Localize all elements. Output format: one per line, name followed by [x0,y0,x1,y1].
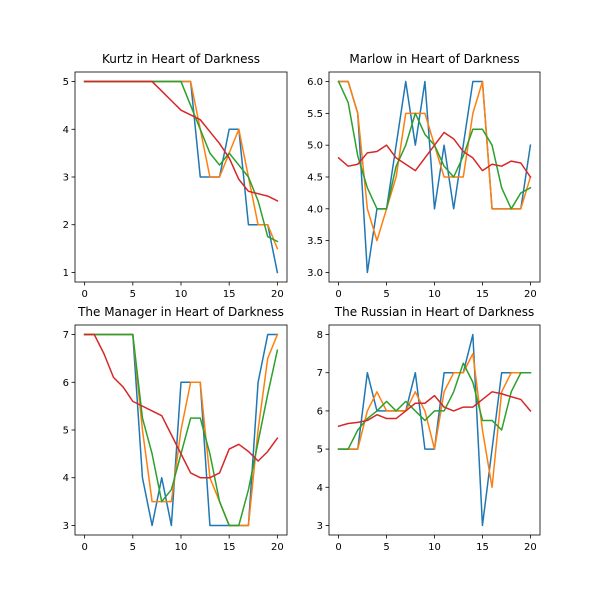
x-tick-label: 5 [130,542,136,553]
y-tick-label: 7 [63,330,69,341]
x-tick-label: 5 [383,289,389,300]
x-tick-label: 15 [223,542,236,553]
x-tick-label: 20 [271,542,284,553]
subplot-title: The Russian in Heart of Darkness [334,305,534,319]
subplot-kurtz: 0 5 10 15 20 1 2 3 4 5 Kurtz in Heart of Darkness [63,52,288,300]
series-line-4 [337,131,532,179]
x-tick-label: 5 [130,289,136,300]
y-tick-label: 3.5 [307,236,323,247]
subplot-title: Kurtz in Heart of Darkness [102,52,260,66]
x-tick-label: 15 [476,542,489,553]
y-tick-label: 2 [63,220,69,231]
y-tick-label: 1 [63,268,69,279]
y-tick-label: 4 [63,125,69,136]
y-tick-label: 4.5 [307,173,323,184]
y-tick-label: 7 [317,368,323,379]
x-tick-label: 0 [81,289,87,300]
y-tick-label: 5.0 [307,141,323,152]
x-tick-label: 20 [271,289,284,300]
y-tick-label: 3 [63,521,69,532]
subplot-marlow: 0 5 10 15 20 3.0 3.5 4.0 4.5 5.0 5.5 6.0 Marlow in H… [307,52,541,300]
subplot-russian: 0 5 10 15 20 3 4 5 6 7 8 The Russian in Heart of Da… [317,305,541,553]
x-tick-label: 10 [428,289,441,300]
y-tick-label: 3.0 [307,268,323,279]
y-tick-label: 4 [63,473,69,484]
x-tick-label: 0 [335,289,341,300]
y-tick-label: 5 [63,77,69,88]
x-tick-label: 0 [335,542,341,553]
series-line-4 [83,333,279,479]
y-tick-label: 5 [63,426,69,437]
series-line-3 [337,362,532,450]
y-tick-label: 6 [317,406,323,417]
x-tick-label: 15 [476,289,489,300]
subplot-title: Marlow in Heart of Darkness [349,52,519,66]
y-tick-label: 8 [317,330,323,341]
y-tick-label: 3 [63,173,69,184]
x-tick-label: 10 [175,289,188,300]
x-tick-label: 20 [524,289,537,300]
x-tick-label: 10 [428,542,441,553]
y-tick-label: 4.0 [307,204,323,215]
series-line-4 [83,80,279,202]
y-tick-label: 6.0 [307,77,323,88]
y-tick-label: 4 [317,483,323,494]
x-tick-label: 5 [383,542,389,553]
series-line-2 [337,352,532,489]
x-tick-label: 20 [524,542,537,553]
subplot-manager: 0 5 10 15 20 3 4 5 6 7 The Manager in Heart of Dar… [63,305,288,553]
x-tick-label: 10 [175,542,188,553]
y-tick-label: 6 [63,378,69,389]
y-tick-label: 5.5 [307,109,323,120]
y-tick-label: 3 [317,521,323,532]
subplot-title: The Manager in Heart of Darkness [77,305,284,319]
x-tick-label: 15 [223,289,236,300]
y-tick-label: 5 [317,445,323,456]
x-tick-label: 0 [81,542,87,553]
series-line-4 [337,391,532,428]
